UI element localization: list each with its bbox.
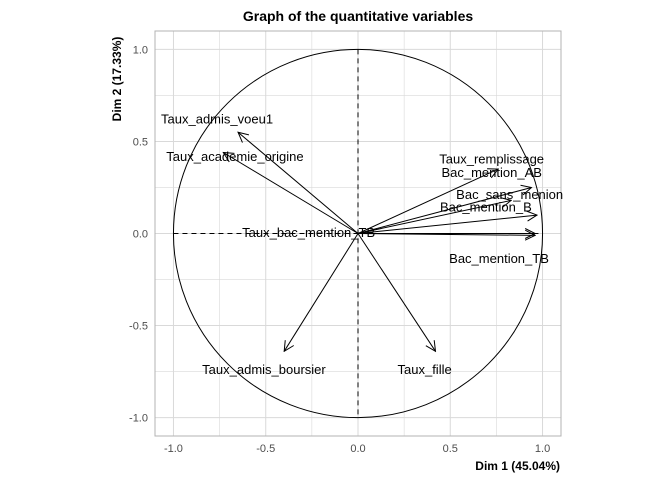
variable-arrow: [357, 234, 535, 236]
y-tick-label: -0.5: [129, 321, 148, 333]
y-tick-label: 0.0: [133, 229, 148, 241]
variable-label: Bac_sans_menion: [456, 187, 563, 202]
unit-circle: [172, 48, 544, 419]
variable-arrow: [284, 233, 359, 352]
y-tick-label: 1.0: [133, 44, 148, 56]
variable-label: Taux_admis_voeu1: [161, 112, 273, 127]
variable-arrow: [238, 132, 359, 234]
variable-label: Taux_admis_boursier: [202, 362, 326, 377]
variable-label: Taux_academie_origine: [166, 149, 303, 164]
variable-arrow: [357, 187, 531, 234]
tick-labels: -1.0 -0.5 0.0 0.5 1.0 -1.0 -0.5 0.0 0.5 1.0: [129, 44, 550, 455]
y-axis-title: Dim 2 (17.33%): [110, 37, 124, 122]
variable-arrow: [357, 215, 537, 234]
variable-arrow: [223, 153, 359, 234]
y-tick-label: -1.0: [129, 413, 148, 425]
variable-arrow: [357, 200, 511, 234]
unit-circle-layer: [172, 48, 544, 419]
x-tick-label: -1.0: [164, 443, 183, 455]
variable-labels: Taux_admis_voeu1 Taux_academie_origine Tau…: [161, 112, 563, 377]
variable-label: Taux_remplissage: [439, 152, 544, 167]
variable-arrows: [223, 132, 537, 351]
variable-label: Bac_mention_B: [440, 200, 532, 215]
variable-label: Bac_mention_AB: [441, 165, 541, 180]
variable-arrow: [357, 233, 436, 352]
variable-arrow: [357, 169, 498, 234]
x-axis-title: Dim 1 (45.04%): [475, 459, 560, 473]
x-tick-label: 0.0: [350, 443, 365, 455]
x-tick-label: -0.5: [256, 443, 275, 455]
y-tick-label: 0.5: [133, 136, 148, 148]
variable-label: Taux_bac_mention_TB: [242, 225, 375, 240]
x-tick-label: 1.0: [535, 443, 550, 455]
x-tick-label: 0.5: [443, 443, 458, 455]
panel-border: [154, 30, 562, 437]
variable-label: Taux_fille: [398, 362, 452, 377]
chart-title: Graph of the quantitative variables: [243, 8, 473, 24]
variable-label: Bac_mention_TB: [449, 251, 549, 266]
